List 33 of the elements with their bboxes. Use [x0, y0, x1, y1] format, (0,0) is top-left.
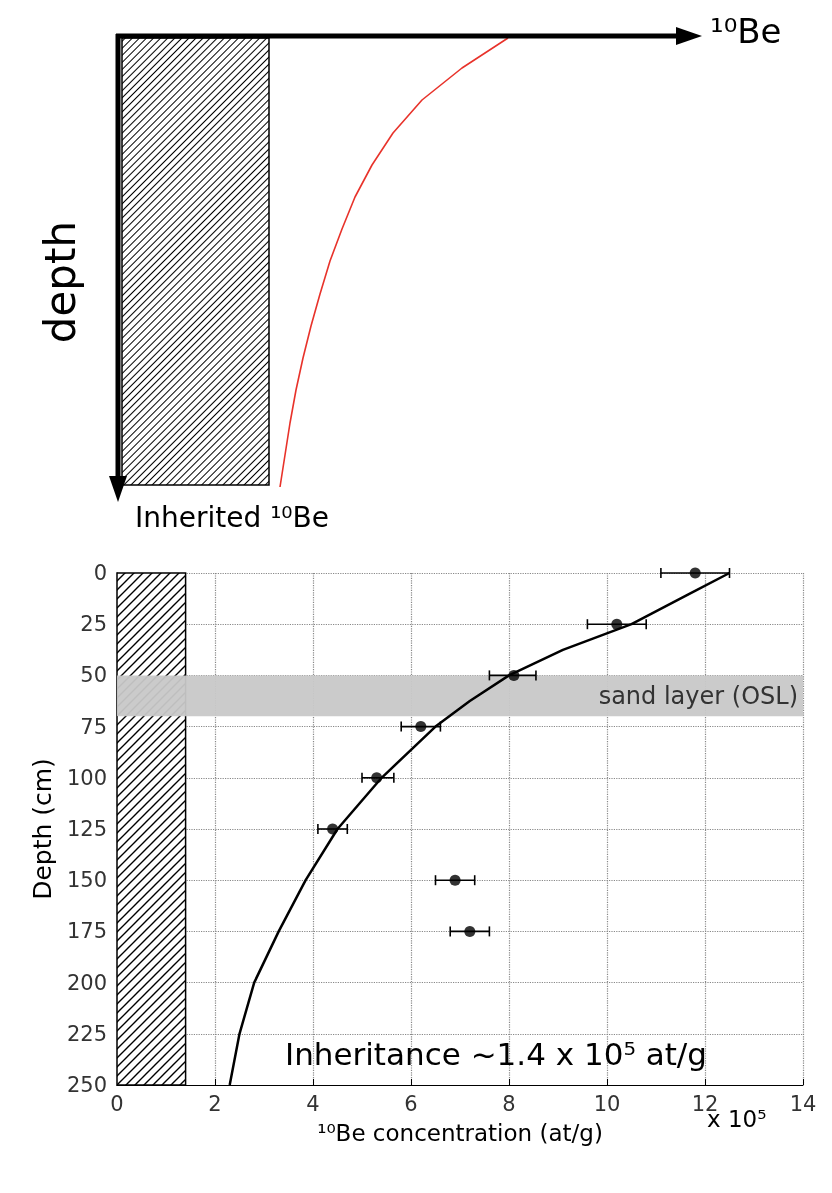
- x-tick-label: 10: [593, 1091, 621, 1116]
- point: [508, 669, 520, 681]
- x-tick-label: 2: [208, 1091, 222, 1116]
- y-tick-label: 225: [66, 1021, 107, 1046]
- y-tick-label: 125: [66, 817, 107, 841]
- x-axis-title: ¹⁰Be concentration (at/g): [317, 1119, 603, 1146]
- y-tick-label: 0: [93, 561, 107, 585]
- annotation: Inheritance ~1.4 x 10⁵ at/g: [285, 1035, 707, 1072]
- text: ¹⁰Be: [710, 11, 782, 51]
- point: [371, 772, 383, 784]
- point: [449, 874, 461, 886]
- x-tick-label: 14: [789, 1091, 817, 1116]
- x-tick-label: 4: [306, 1091, 320, 1116]
- y-tick-label: 150: [66, 868, 107, 893]
- point: [611, 618, 623, 630]
- y-tick-label: 50: [80, 663, 107, 688]
- y-axis-title: Depth (cm): [28, 758, 57, 900]
- point: [327, 823, 339, 835]
- y-tick-label: 25: [80, 612, 107, 637]
- y-tick-label: 100: [66, 765, 107, 790]
- x-tick-label: 0: [110, 1091, 124, 1116]
- text: Inherited ¹⁰Be: [135, 500, 330, 534]
- x-tick-label: 8: [502, 1091, 516, 1116]
- y-tick-label: 250: [66, 1073, 107, 1097]
- x-tick-label: 6: [404, 1091, 418, 1116]
- y-tick-label: 200: [66, 970, 107, 995]
- text: depth: [35, 220, 85, 344]
- point: [464, 925, 476, 937]
- y-tick-label: 175: [66, 919, 107, 944]
- point: [689, 567, 701, 579]
- y-tick-label: 75: [80, 714, 107, 739]
- band-label: sand layer (OSL): [598, 681, 798, 710]
- point: [415, 721, 427, 733]
